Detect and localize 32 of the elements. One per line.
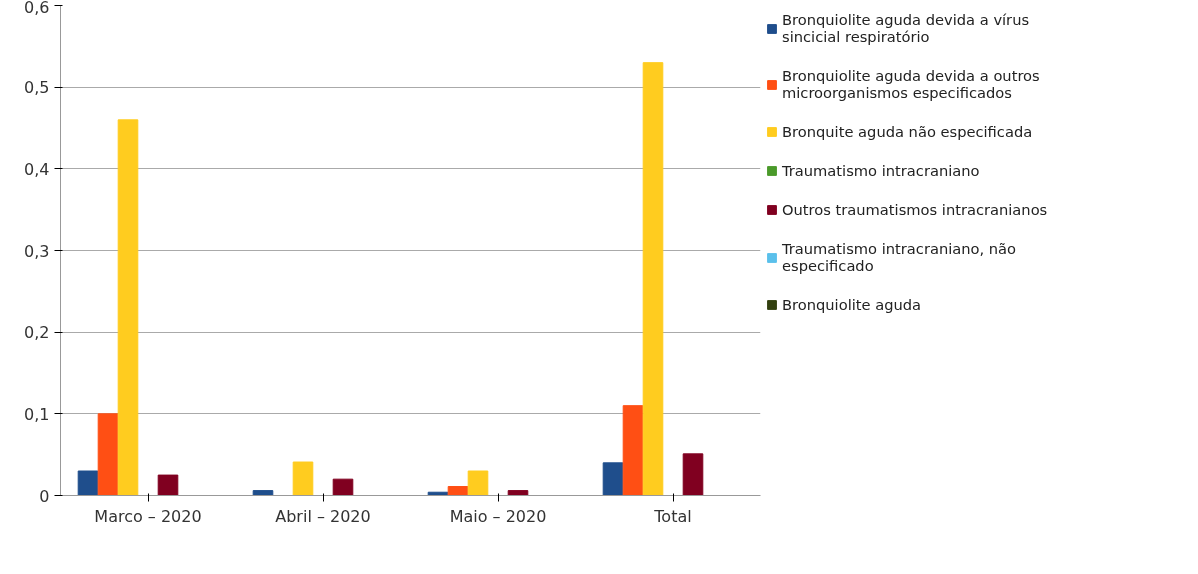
y-tick-label: 0 [39,486,50,506]
legend-label: Bronquiolite aguda [782,296,922,313]
y-tick-label: 0,2 [24,323,50,343]
bar [507,490,529,496]
bar [642,62,664,496]
bar [97,413,119,496]
legend-label: Traumatismo intracraniano [782,162,980,179]
bar [157,474,179,496]
bar [77,470,99,496]
bar [682,453,704,496]
bar [117,119,139,496]
y-tick-label: 0,5 [24,78,50,98]
bar [447,486,469,496]
y-tick-label: 0,1 [24,404,50,424]
legend-label: Outros traumatismos intracranianos [782,201,1048,218]
bar [467,470,489,496]
x-tick-label: Abril – 2020 [275,506,371,526]
y-tick-label: 0,4 [24,159,50,179]
legend-label: Traumatismo intracraniano, não especificado [782,240,1017,274]
y-tick-label: 0,3 [24,241,50,261]
bar [292,461,314,496]
y-tick-label: 0,6 [24,0,50,17]
legend-label: Bronquite aguda não especificada [782,123,1033,140]
bar [252,490,274,496]
x-tick-label: Marco – 2020 [94,506,202,526]
legend-label: Bronquiolite aguda devida a vírus sincicial respiratório [782,11,1030,45]
bar [602,462,624,496]
bar [332,478,354,496]
x-tick-label: Maio – 2020 [449,506,547,526]
x-tick-label: Total [653,506,692,526]
legend-label: Bronquiolite aguda devida a outros microorganismos especificados [782,67,1040,101]
bar [622,405,644,496]
